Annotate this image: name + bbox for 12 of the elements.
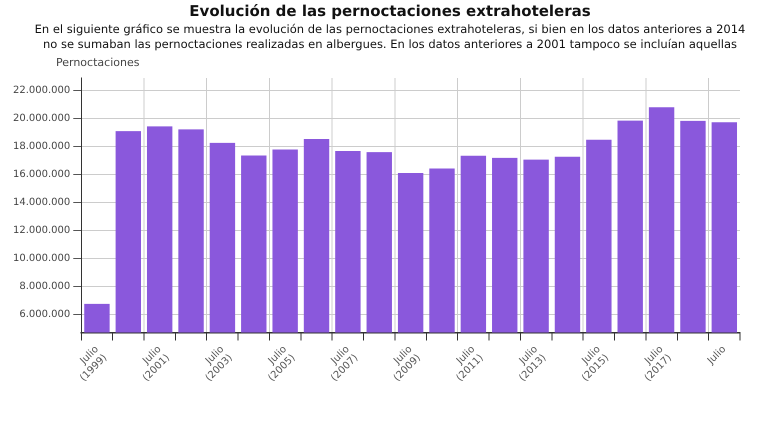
chart-title: Evolución de las pernoctaciones extrahoteleras (188, 2, 592, 20)
y-tick-label: 10.000.000 (12, 252, 70, 264)
y-tick-label: 8.000.000 (19, 280, 70, 292)
y-tick-label: 6.000.000 (19, 308, 70, 320)
y-tick-label: 14.000.000 (12, 196, 70, 208)
chart-subtitle: En el siguiente gráfico se muestra la evolución de las pernoctaciones extrahoteleras, si bien en los datos anteriores a 2014 no se sumaban las pernoctaciones realizadas en albergues. En los datos anteriores a 2001 tampoco se incluían aquellas (34, 22, 746, 52)
y-tick-label: 18.000.000 (12, 140, 70, 152)
y-tick-label: 16.000.000 (12, 168, 70, 180)
y-tick-label: 20.000.000 (12, 113, 70, 124)
y-tick-label: 22.000.000 (12, 85, 70, 96)
y-axis-title: Pernoctaciones (56, 56, 140, 69)
y-tick-label: 12.000.000 (12, 224, 70, 236)
